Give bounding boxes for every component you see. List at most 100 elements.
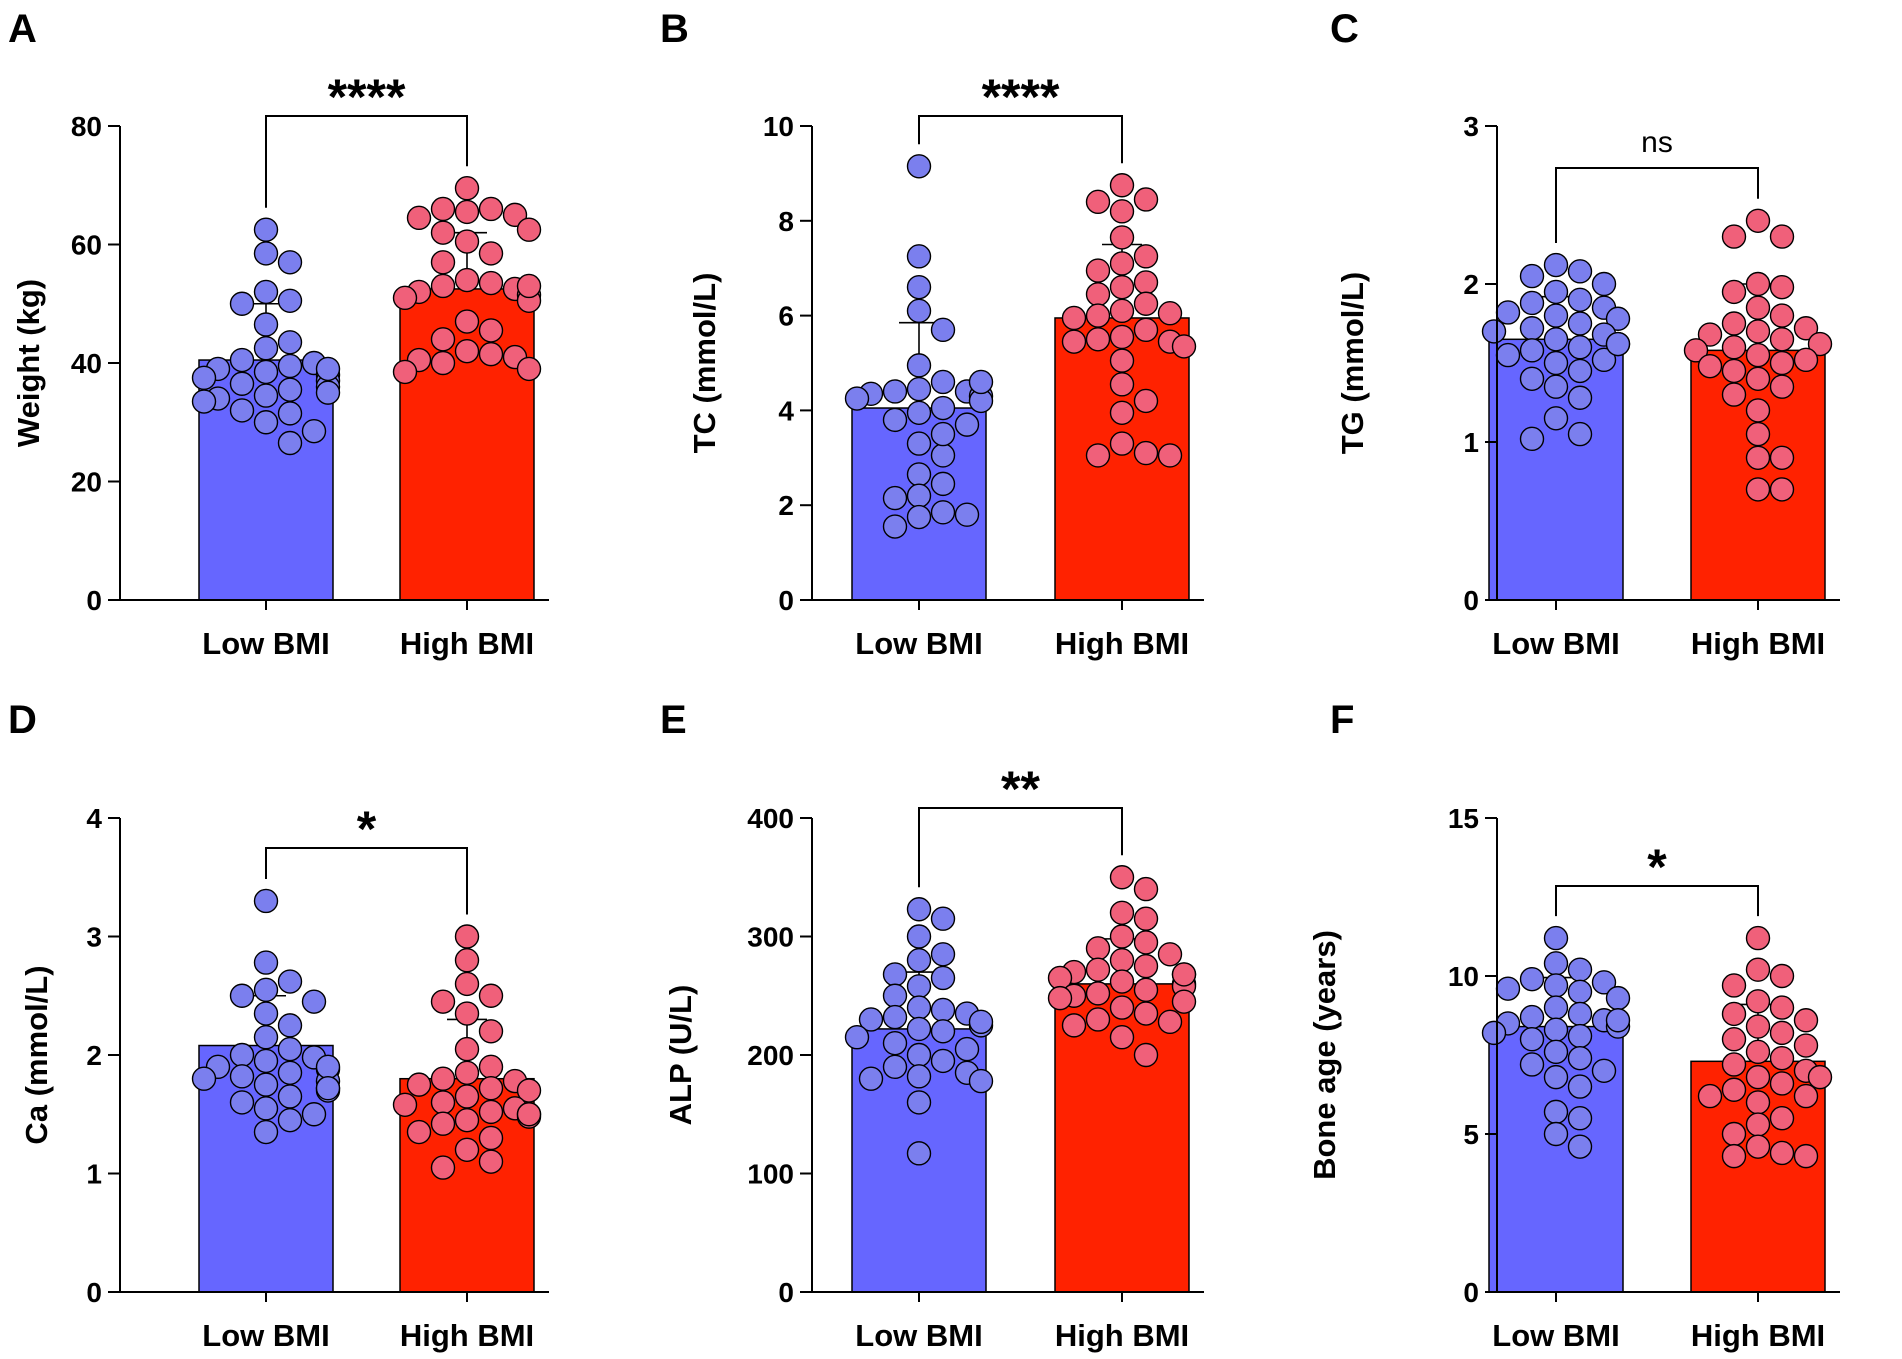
- data-point: [478, 1075, 504, 1101]
- significance-label: *: [357, 801, 377, 857]
- data-point: [1793, 316, 1819, 341]
- y-tick-label: 10: [763, 111, 794, 142]
- data-point: [1769, 1140, 1795, 1166]
- data-point: [930, 471, 956, 497]
- data-point: [1591, 271, 1617, 297]
- data-point: [1543, 1099, 1569, 1125]
- data-point: [454, 948, 480, 973]
- data-point: [406, 205, 432, 231]
- data-point: [1109, 298, 1135, 324]
- data-point: [1133, 930, 1159, 955]
- data-point: [1133, 440, 1159, 466]
- data-point: [1745, 957, 1771, 982]
- data-point: [392, 285, 418, 311]
- data-point: [1567, 1045, 1593, 1071]
- significance-bracket: [1555, 167, 1759, 244]
- data-point: [906, 431, 932, 456]
- data-point: [906, 353, 932, 378]
- data-point: [1543, 1121, 1569, 1147]
- data-point: [1697, 322, 1723, 347]
- data-point: [1061, 329, 1087, 354]
- y-tick-label: 4: [86, 803, 102, 834]
- y-tick-label: 0: [1463, 1277, 1479, 1308]
- data-point: [1745, 295, 1771, 320]
- data-point: [516, 217, 542, 242]
- data-point: [1085, 443, 1111, 468]
- data-point: [930, 1019, 956, 1044]
- significance-bracket: [918, 807, 1123, 888]
- data-point: [1109, 372, 1135, 397]
- data-point: [1543, 1017, 1569, 1042]
- data-point: [1721, 358, 1747, 384]
- data-point: [454, 1084, 480, 1109]
- data-point: [1495, 976, 1521, 1001]
- y-tick-label: 0: [86, 1277, 102, 1308]
- data-point: [1745, 1090, 1771, 1115]
- data-point: [1085, 282, 1111, 307]
- y-axis-label: Weight (kg): [11, 279, 46, 447]
- data-point: [301, 1102, 327, 1127]
- data-point: [1543, 406, 1569, 431]
- y-tick-label: 3: [1463, 111, 1479, 142]
- data-point: [1085, 189, 1111, 215]
- data-point: [1133, 244, 1159, 269]
- data-point: [930, 906, 956, 931]
- data-point: [1481, 319, 1507, 344]
- data-point: [229, 1042, 255, 1068]
- data-point: [882, 407, 908, 433]
- data-point: [1085, 981, 1111, 1006]
- data-point: [1085, 258, 1111, 283]
- x-tick-label: Low BMI: [1492, 1318, 1619, 1353]
- data-point: [1769, 995, 1795, 1020]
- data-point: [1745, 925, 1771, 951]
- significance-bracket: [265, 847, 468, 915]
- data-point: [430, 350, 456, 376]
- y-tick-label: 20: [71, 467, 102, 498]
- data-point: [253, 359, 279, 385]
- x-tick-label: High BMI: [400, 1318, 534, 1353]
- data-point: [1543, 1064, 1569, 1090]
- data-point: [454, 309, 480, 334]
- data-point: [906, 924, 932, 949]
- y-tick-label: 6: [778, 301, 794, 332]
- data-point: [1745, 1014, 1771, 1039]
- data-point: [430, 220, 456, 245]
- data-point: [1721, 1143, 1747, 1169]
- data-point: [1769, 350, 1795, 376]
- data-point: [954, 1036, 980, 1062]
- data-point: [1721, 382, 1747, 407]
- data-point: [968, 1009, 994, 1035]
- panel-c: C 0 1 2 3 Low BMI High BMI TG (mmol/L) ns: [1330, 7, 1840, 661]
- data-point: [229, 1090, 255, 1115]
- y-tick-label: 1: [1463, 427, 1479, 458]
- data-point: [1793, 1008, 1819, 1033]
- data-point: [478, 270, 504, 296]
- data-point: [1745, 342, 1771, 368]
- x-tick-label: High BMI: [1691, 1318, 1825, 1353]
- data-point: [1721, 1052, 1747, 1077]
- panel-a: A 0 20 40 60 80 Low BMI High BMI Weight (kg) ****: [8, 7, 549, 661]
- data-point: [478, 1099, 504, 1125]
- data-point: [1793, 1143, 1819, 1169]
- data-point: [454, 1060, 480, 1085]
- data-point: [1567, 1134, 1593, 1159]
- data-point: [1157, 942, 1183, 967]
- data-point: [930, 317, 956, 343]
- data-point: [1543, 951, 1569, 976]
- x-tick-label: Low BMI: [855, 626, 982, 661]
- data-point: [1519, 338, 1545, 363]
- data-point: [191, 1066, 217, 1091]
- data-point: [478, 1019, 504, 1044]
- x-tick-label: Low BMI: [202, 1318, 329, 1353]
- data-point: [253, 977, 279, 1003]
- y-tick-label: 8: [778, 206, 794, 237]
- data-point: [844, 386, 870, 411]
- panel-d: D 0 1 2 3 4 Low BMI High BMI Ca (mmol/L) *: [8, 698, 549, 1353]
- data-point: [1481, 1020, 1507, 1046]
- data-point: [1495, 342, 1521, 368]
- data-point: [1769, 327, 1795, 352]
- data-point: [478, 196, 504, 222]
- data-point: [430, 327, 456, 352]
- data-point: [406, 1072, 432, 1097]
- data-point: [277, 1060, 303, 1085]
